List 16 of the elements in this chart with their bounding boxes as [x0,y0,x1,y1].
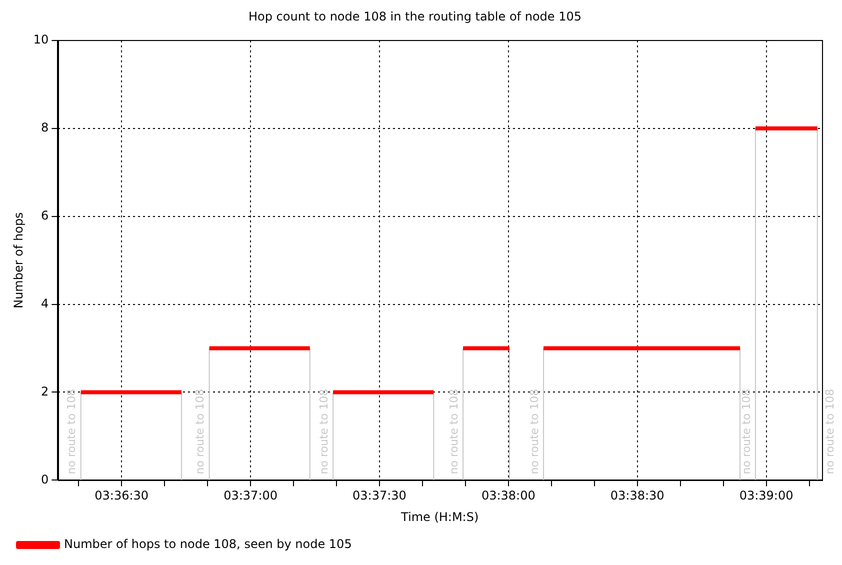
x-tick-label: 03:36:30 [94,488,149,503]
y-tick-label: 8 [41,120,49,134]
legend-label: Number of hops to node 108, seen by node 105 [64,537,352,552]
y-tick-label: 4 [41,296,49,310]
chart-title: Hop count to node 108 in the routing table of node 105 [248,9,582,24]
x-tick-label: 03:37:30 [352,488,406,503]
y-tick-label: 2 [41,384,49,398]
y-tick-label: 6 [41,208,49,222]
x-tick-label: 03:38:30 [610,488,664,503]
x-tick-label: 03:37:00 [224,488,278,503]
x-axis-title: Time (H:M:S) [400,510,479,524]
y-tick-label: 0 [41,472,49,486]
y-tick-label: 10 [33,32,49,47]
y-axis-title: Number of hops [11,212,26,308]
x-tick-label: 03:39:00 [739,488,794,503]
x-tick-label: 03:38:00 [481,488,536,503]
